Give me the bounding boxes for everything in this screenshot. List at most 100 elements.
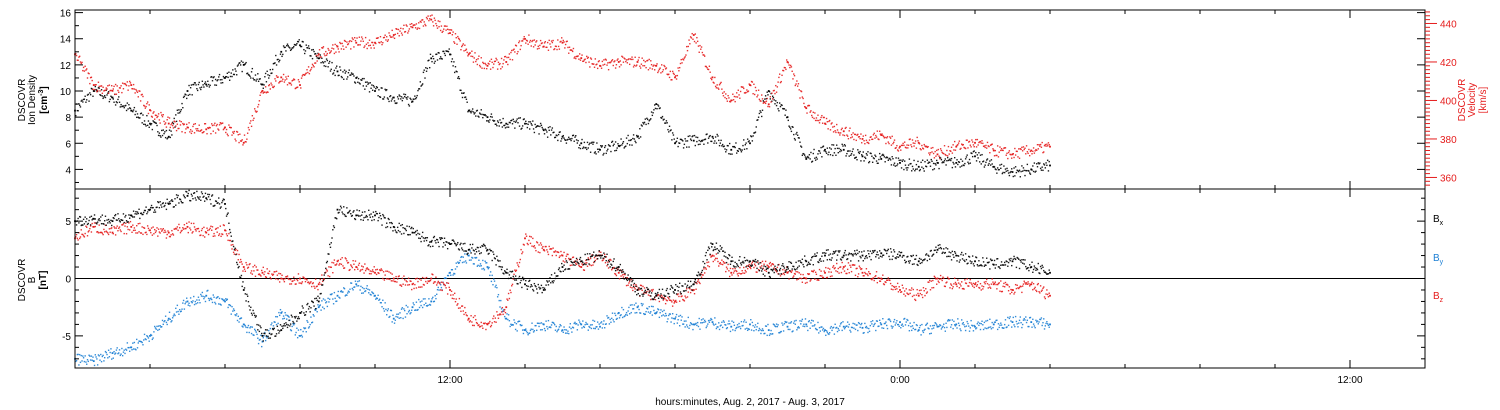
ion-density-sample xyxy=(290,48,293,51)
velocity-sample xyxy=(239,140,242,142)
ion-density-sample xyxy=(440,57,443,60)
velocity-sample xyxy=(844,127,847,130)
velocity-sample xyxy=(496,68,499,70)
bz-sample xyxy=(661,296,664,298)
velocity-sample xyxy=(350,48,352,50)
ion-density-sample xyxy=(453,71,456,74)
ion-density-sample xyxy=(978,161,981,163)
bz-sample xyxy=(118,226,121,228)
by-sample xyxy=(252,334,254,336)
by-point xyxy=(374,294,376,297)
ion-density-sample xyxy=(106,94,108,96)
bz-sample xyxy=(694,281,697,284)
velocity-sample xyxy=(371,41,373,44)
ion-density-sample xyxy=(507,126,510,128)
bz-sample xyxy=(917,292,919,295)
ion-density-sample xyxy=(657,104,659,106)
velocity-sample xyxy=(704,65,707,68)
by-sample xyxy=(461,255,463,258)
velocity-sample xyxy=(146,101,149,103)
bz-sample xyxy=(1034,286,1036,289)
ion-density-sample xyxy=(817,153,819,155)
velocity-sample xyxy=(671,79,673,81)
by-sample xyxy=(592,319,594,322)
ion-density-sample xyxy=(397,98,400,100)
by-sample xyxy=(567,330,569,332)
velocity-sample xyxy=(696,36,698,39)
bz-sample xyxy=(243,268,246,270)
by-sample xyxy=(521,329,524,331)
ion-density-sample xyxy=(287,45,289,47)
velocity-sample xyxy=(290,84,293,86)
by-sample xyxy=(1003,323,1006,326)
ion-density-sample xyxy=(868,160,871,163)
bz-sample xyxy=(496,314,499,316)
ion-density-sample xyxy=(929,165,932,167)
bz-sample xyxy=(146,233,148,236)
velocity-sample xyxy=(322,46,325,48)
ion-density-sample xyxy=(123,106,125,109)
bz-sample xyxy=(631,287,633,289)
by-sample xyxy=(984,327,986,329)
ion-density-sample xyxy=(117,98,119,101)
bz-sample xyxy=(304,280,307,283)
by-sample xyxy=(336,300,338,302)
velocity-sample xyxy=(651,68,654,70)
by-sample xyxy=(289,319,291,321)
velocity-sample xyxy=(788,64,790,66)
ion-density-sample xyxy=(659,107,661,109)
velocity-sample xyxy=(957,142,960,144)
ion-density-sample xyxy=(498,125,500,127)
by-point xyxy=(917,329,920,332)
velocity-sample xyxy=(873,132,875,135)
ion-density-sample xyxy=(876,162,879,164)
velocity-sample xyxy=(181,131,183,133)
bz-sample xyxy=(963,288,965,290)
velocity-sample xyxy=(770,101,772,103)
by-sample xyxy=(721,321,723,323)
ion-density-point xyxy=(92,90,95,92)
velocity-sample xyxy=(602,64,604,66)
velocity-sample xyxy=(201,132,204,134)
bz-sample xyxy=(915,294,918,296)
bz-sample xyxy=(180,230,182,232)
by-sample xyxy=(933,324,936,327)
by-sample xyxy=(372,292,375,295)
bz-point xyxy=(580,266,583,268)
velocity-sample xyxy=(825,123,827,125)
bz-sample xyxy=(611,269,613,271)
by-sample xyxy=(635,302,637,304)
bz-sample xyxy=(151,234,154,236)
velocity-sample xyxy=(742,86,744,88)
by-sample xyxy=(721,326,724,329)
by-sample xyxy=(743,321,745,323)
bz-sample xyxy=(255,266,257,268)
by-point xyxy=(542,323,545,326)
by-sample xyxy=(437,286,439,289)
by-sample xyxy=(448,272,450,274)
velocity-sample xyxy=(456,43,458,45)
ion-density-point xyxy=(205,83,208,86)
velocity-sample xyxy=(447,32,450,35)
by-sample xyxy=(106,353,108,356)
velocity-sample xyxy=(894,147,897,149)
velocity-sample xyxy=(411,22,413,25)
bz-sample xyxy=(168,235,171,238)
velocity-sample xyxy=(931,151,933,153)
velocity-sample xyxy=(568,52,570,54)
ion-density-sample xyxy=(787,119,789,122)
bz-sample xyxy=(877,277,879,279)
by-sample xyxy=(246,331,248,334)
ion-density-sample xyxy=(1040,169,1043,171)
bz-sample xyxy=(673,302,675,304)
velocity-sample xyxy=(649,67,651,69)
bz-sample xyxy=(344,257,347,259)
by-sample xyxy=(255,331,257,333)
velocity-sample xyxy=(78,56,80,58)
by-sample xyxy=(425,305,428,307)
velocity-sample xyxy=(943,152,945,155)
velocity-sample xyxy=(283,81,286,83)
by-sample xyxy=(364,290,366,293)
velocity-sample xyxy=(279,80,282,83)
by-sample xyxy=(539,329,542,331)
